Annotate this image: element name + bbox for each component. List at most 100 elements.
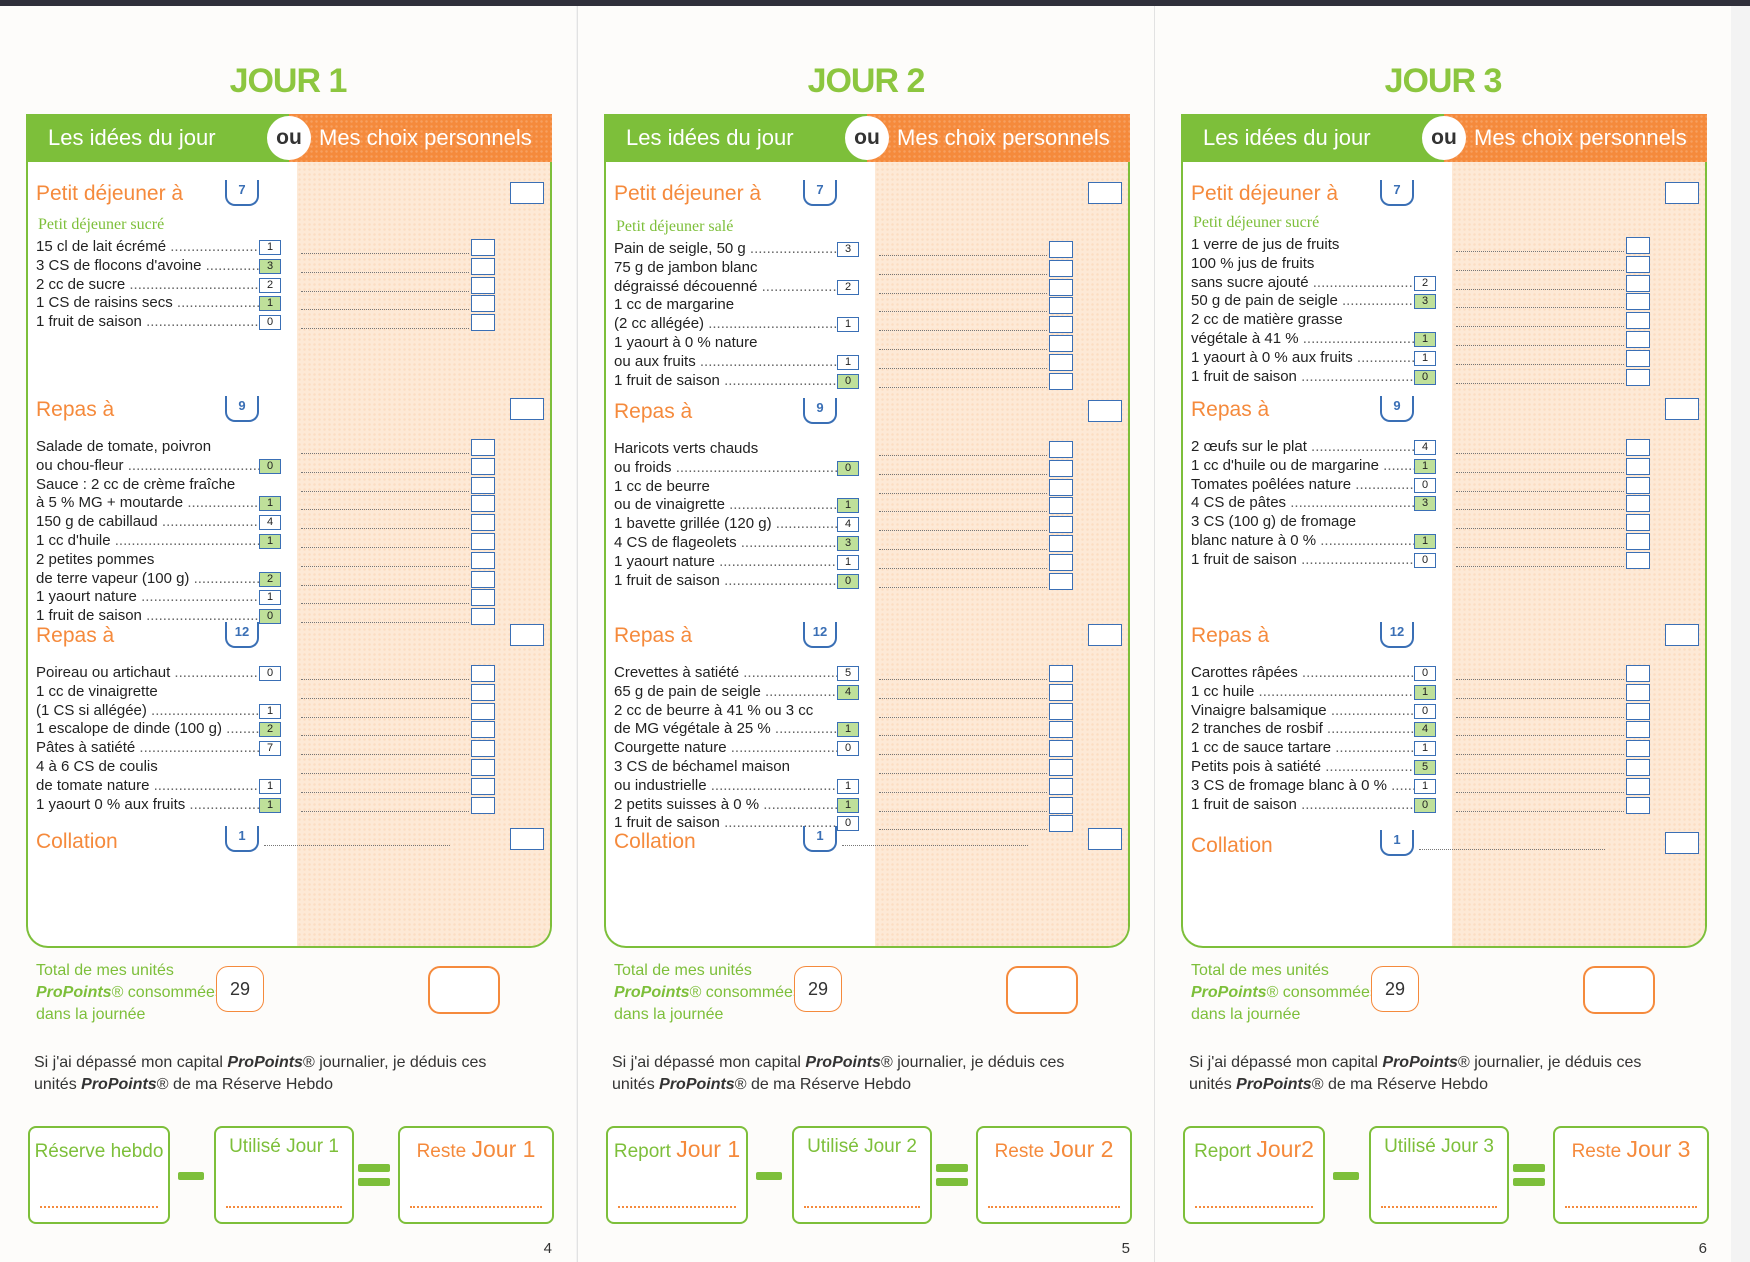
remaining-box[interactable]: Reste Jour 3 [1553,1126,1709,1224]
choice-write-line[interactable] [1456,344,1624,346]
choice-write-line[interactable] [1456,716,1624,718]
collation-points-box[interactable] [510,828,544,850]
choice-points-box[interactable] [1626,274,1650,292]
choice-write-line[interactable] [301,810,469,812]
used-today-box[interactable]: Utilisé Jour 1 [214,1126,354,1224]
choice-points-box[interactable] [1049,535,1073,552]
choice-points-box[interactable] [1049,259,1073,277]
choice-write-line[interactable] [879,828,1047,831]
choice-write-line[interactable] [1456,546,1624,548]
collation-write-line[interactable] [842,844,1028,846]
choice-write-line[interactable] [301,490,469,492]
choice-write-line[interactable] [879,510,1047,513]
choice-points-box[interactable] [471,439,495,456]
choice-points-box[interactable] [1049,815,1073,833]
choice-points-box[interactable] [1049,702,1073,720]
choice-write-line[interactable] [879,254,1047,256]
personal-total-input[interactable] [1006,966,1078,1014]
choice-points-box[interactable] [1049,459,1073,477]
choice-points-box[interactable] [471,683,495,701]
used-today-box[interactable]: Utilisé Jour 3 [1369,1126,1509,1224]
choice-write-line[interactable] [1456,678,1624,680]
choice-write-line[interactable] [879,329,1047,332]
choice-write-line[interactable] [879,791,1047,793]
choice-points-box[interactable] [1626,293,1650,311]
choice-points-box[interactable] [471,239,495,256]
meal-total-input[interactable] [1665,182,1699,204]
choice-write-line[interactable] [1456,382,1624,384]
choice-points-box[interactable] [471,295,495,313]
choice-write-line[interactable] [301,791,469,793]
choice-write-line[interactable] [301,697,469,699]
choice-write-line[interactable] [1456,753,1624,756]
choice-points-box[interactable] [471,721,495,739]
choice-write-line[interactable] [301,327,469,330]
choice-write-line[interactable] [879,810,1047,812]
choice-write-line[interactable] [1456,810,1624,812]
choice-points-box[interactable] [1049,572,1073,590]
choice-write-line[interactable] [1456,471,1624,473]
meal-total-input[interactable] [1088,624,1122,646]
choice-points-box[interactable] [1626,237,1650,254]
choice-points-box[interactable] [471,514,495,532]
choice-write-line[interactable] [879,772,1047,774]
choice-points-box[interactable] [1049,297,1073,315]
choice-points-box[interactable] [1626,683,1650,701]
choice-write-line[interactable] [879,678,1047,680]
choice-points-box[interactable] [1626,349,1650,367]
choice-write-line[interactable] [301,716,469,718]
reserve-start-box[interactable]: Report Jour 1 [606,1126,748,1224]
collation-write-line[interactable] [1419,848,1605,850]
choice-points-box[interactable] [1626,740,1650,758]
choice-write-line[interactable] [301,565,469,567]
choice-write-line[interactable] [1456,452,1624,454]
remaining-box[interactable]: Reste Jour 1 [398,1126,554,1224]
choice-write-line[interactable] [1456,527,1624,530]
choice-write-line[interactable] [1456,250,1624,252]
choice-write-line[interactable] [301,527,469,530]
choice-points-box[interactable] [1626,514,1650,532]
choice-write-line[interactable] [1456,565,1624,567]
choice-write-line[interactable] [301,452,469,454]
choice-write-line[interactable] [879,548,1047,550]
choice-write-line[interactable] [301,753,469,756]
choice-points-box[interactable] [471,665,495,682]
choice-points-box[interactable] [1049,683,1073,701]
choice-points-box[interactable] [471,457,495,475]
choice-points-box[interactable] [471,495,495,513]
choice-points-box[interactable] [1049,740,1073,758]
choice-write-line[interactable] [879,473,1047,475]
choice-write-line[interactable] [879,697,1047,699]
choice-points-box[interactable] [1049,497,1073,515]
choice-points-box[interactable] [1049,335,1073,352]
meal-total-input[interactable] [510,398,544,420]
choice-points-box[interactable] [471,257,495,275]
choice-write-line[interactable] [879,492,1047,494]
choice-points-box[interactable] [471,740,495,758]
choice-points-box[interactable] [1049,278,1073,296]
choice-write-line[interactable] [1456,490,1624,492]
choice-points-box[interactable] [471,314,495,332]
choice-points-box[interactable] [1626,796,1650,814]
choice-write-line[interactable] [879,367,1047,369]
choice-points-box[interactable] [471,551,495,569]
choice-write-line[interactable] [1456,288,1624,290]
choice-points-box[interactable] [1049,516,1073,534]
choice-write-line[interactable] [301,602,469,605]
choice-points-box[interactable] [1626,495,1650,513]
choice-points-box[interactable] [471,777,495,795]
choice-write-line[interactable] [1456,791,1624,793]
choice-write-line[interactable] [879,386,1047,388]
choice-points-box[interactable] [1049,721,1073,739]
choice-write-line[interactable] [1456,325,1624,328]
choice-write-line[interactable] [301,678,469,680]
choice-write-line[interactable] [1456,363,1624,365]
choice-points-box[interactable] [471,476,495,494]
choice-write-line[interactable] [301,271,469,273]
collation-points-box[interactable] [1665,832,1699,854]
meal-total-input[interactable] [1088,400,1122,422]
choice-write-line[interactable] [879,348,1047,350]
reserve-start-box[interactable]: Report Jour2 [1183,1126,1325,1224]
choice-write-line[interactable] [879,716,1047,718]
choice-write-line[interactable] [879,292,1047,294]
